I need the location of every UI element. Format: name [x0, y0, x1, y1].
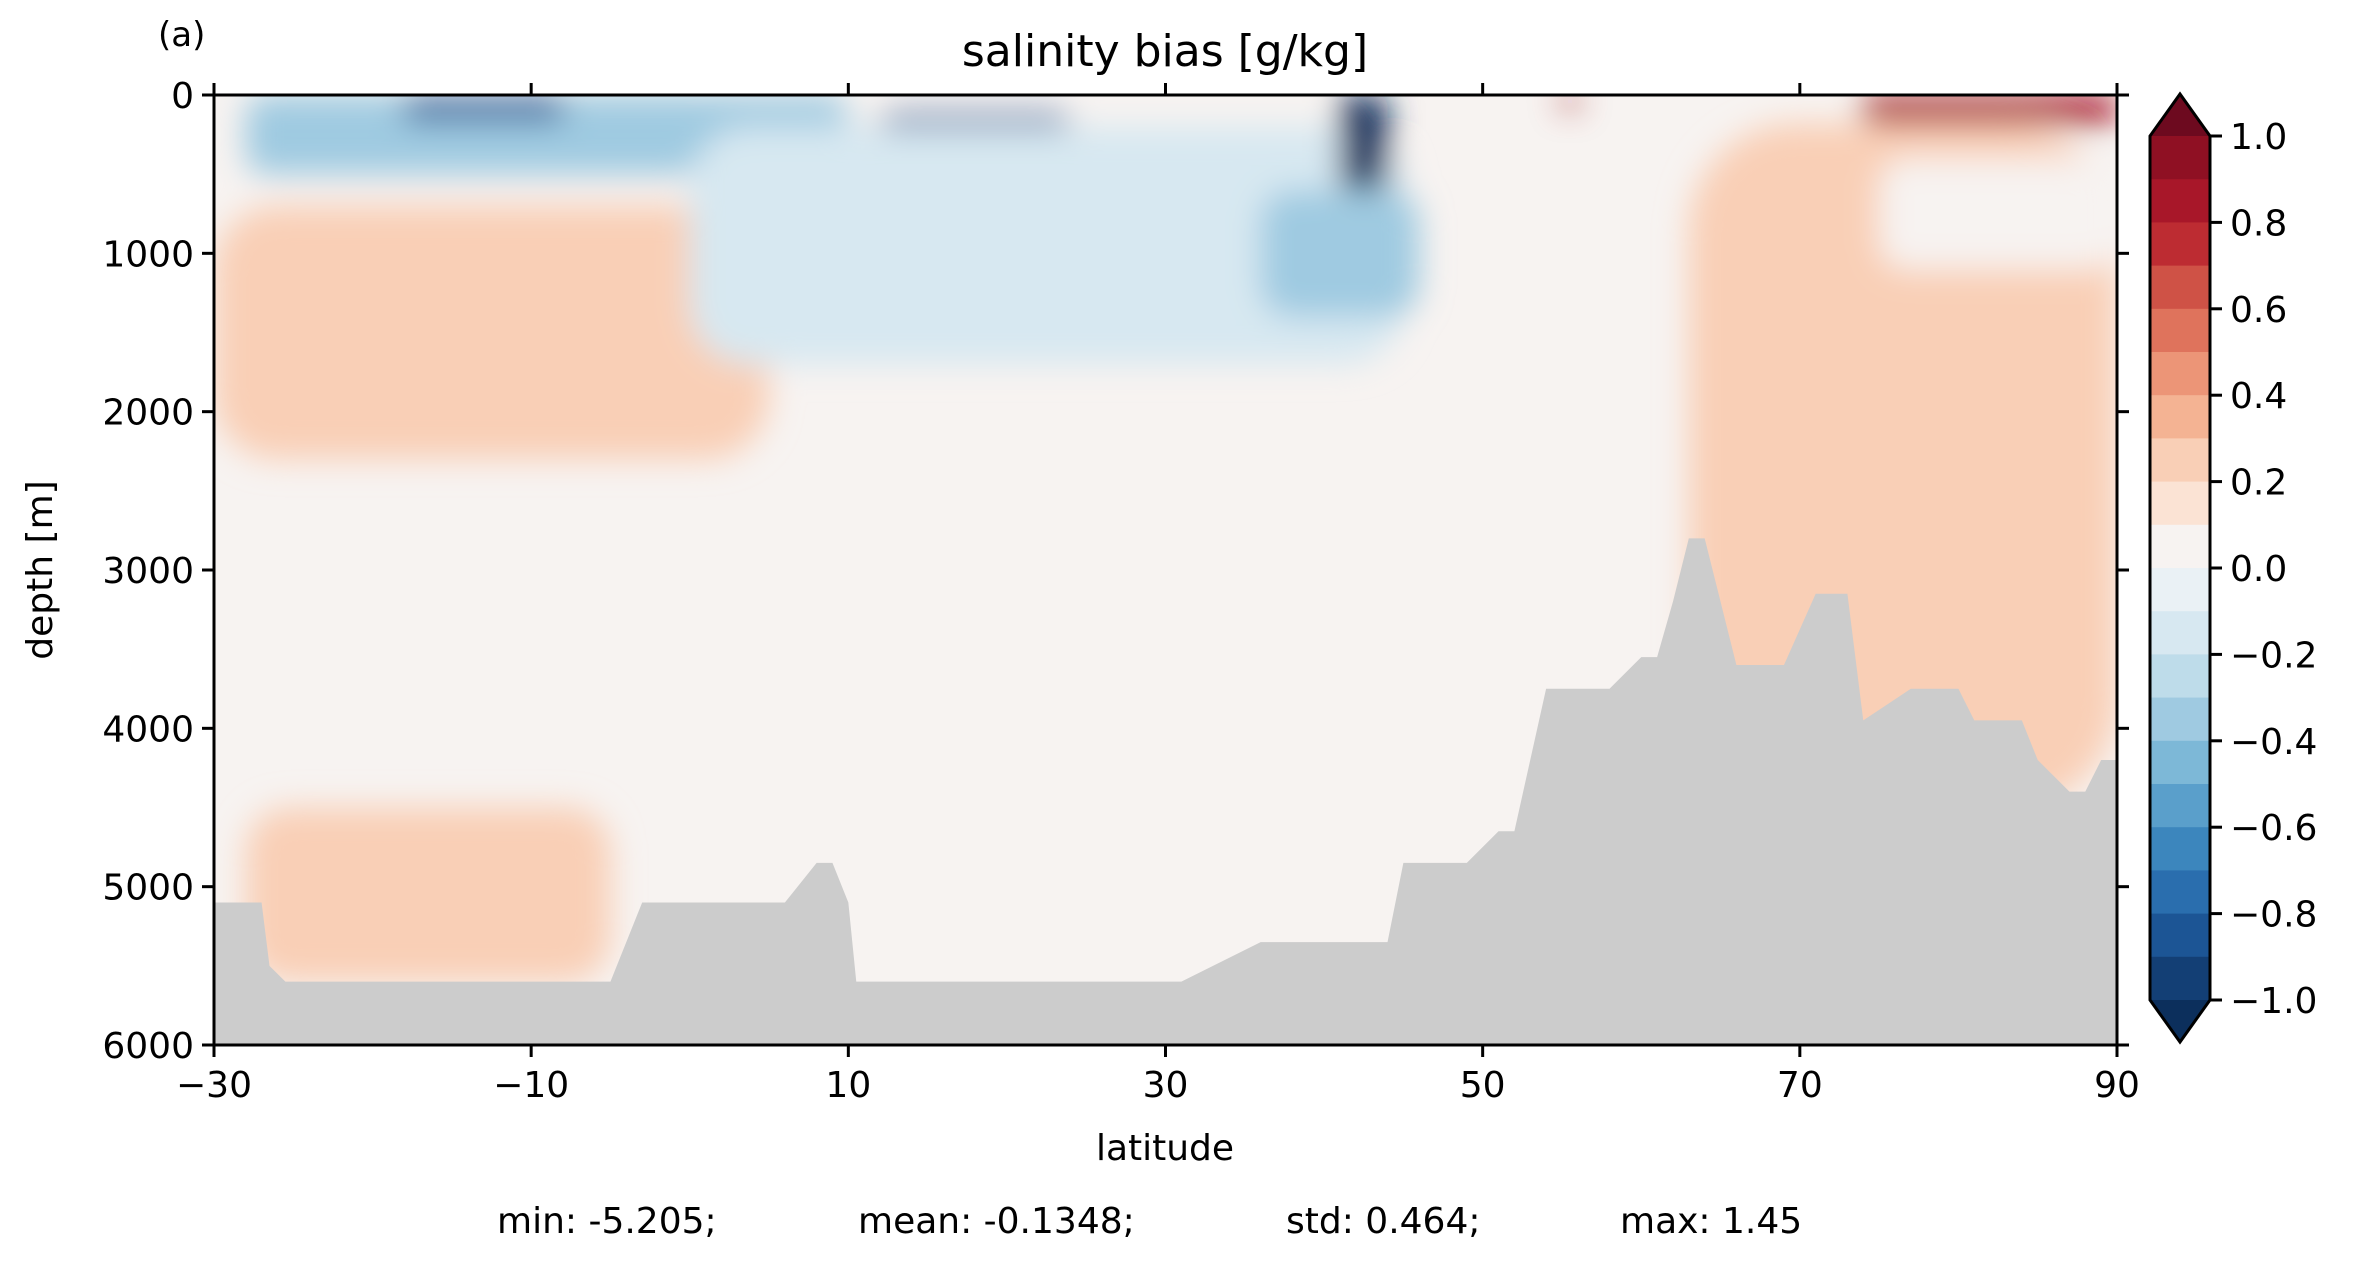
colorbar-level — [2150, 611, 2210, 655]
colorbar-tick-label: −0.6 — [2230, 808, 2317, 849]
chart-title: salinity bias [g/kg] — [962, 26, 1368, 77]
x-tick-label: −30 — [176, 1065, 252, 1106]
salinity-region — [1879, 158, 2117, 270]
plot-area — [214, 95, 2117, 1045]
colorbar-level — [2150, 827, 2210, 871]
colorbar-level — [2150, 654, 2210, 699]
y-tick-label: 0 — [171, 76, 194, 117]
salinity-region — [1863, 95, 2117, 124]
x-axis: −30 −10 10 30 50 70 90 — [176, 83, 2140, 1106]
colorbar-tick-label: −0.4 — [2230, 722, 2317, 763]
colorbar-level — [2150, 870, 2210, 915]
colorbar-level — [2150, 222, 2210, 267]
colorbar-level — [2150, 179, 2210, 223]
x-tick-label: 70 — [1777, 1065, 1823, 1106]
colorbar-level — [2150, 395, 2210, 439]
stats-line: min: -5.205; mean: -0.1348; std: 0.464; … — [497, 1201, 1802, 1242]
y-tick-label: 4000 — [102, 709, 194, 750]
colorbar-tick-label: 0.8 — [2230, 203, 2287, 244]
y-tick-label: 6000 — [102, 1026, 194, 1067]
colorbar-level — [2150, 438, 2210, 483]
colorbar-level — [2150, 784, 2210, 828]
colorbar-level — [2150, 740, 2210, 785]
colorbar-tick-label: 0.0 — [2230, 549, 2287, 590]
salinity-region — [214, 205, 770, 460]
colorbar-level — [2150, 956, 2210, 1001]
colorbar-level — [2150, 697, 2210, 742]
colorbar-level — [2150, 913, 2210, 958]
y-tick-label: 3000 — [102, 551, 194, 592]
salinity-region — [689, 126, 1404, 365]
colorbar-tick-label: −1.0 — [2230, 981, 2317, 1022]
salinity-region — [404, 98, 563, 121]
y-tick-label: 2000 — [102, 393, 194, 434]
salinity-region — [245, 807, 611, 982]
colorbar-level — [2150, 265, 2210, 310]
colorbar-tick-label: −0.2 — [2230, 635, 2317, 676]
salinity-region — [1688, 123, 2117, 808]
y-axis: 0 1000 2000 3000 4000 5000 6000 — [102, 76, 2129, 1067]
panel-label: (a) — [158, 15, 205, 55]
colorbar-tick-label: 1.0 — [2230, 117, 2287, 158]
colorbar-over-arrow — [2150, 94, 2210, 136]
colorbar-level — [2150, 524, 2210, 569]
x-tick-label: −10 — [493, 1065, 569, 1106]
stats-min: min: -5.205; — [497, 1201, 717, 1242]
x-tick-label: 30 — [1143, 1065, 1189, 1106]
salinity-region — [1561, 95, 1578, 108]
colorbar-level — [2150, 308, 2210, 353]
colorbar-tick-label: −0.8 — [2230, 895, 2317, 936]
stats-max: max: 1.45 — [1620, 1201, 1802, 1242]
colorbar-tick-label: 0.4 — [2230, 376, 2287, 417]
bathymetry-fill — [214, 538, 2117, 1045]
stats-mean: mean: -0.1348; — [858, 1201, 1135, 1242]
colorbar-tick-label: 0.2 — [2230, 463, 2287, 504]
salinity-field — [214, 95, 2117, 982]
colorbar-level — [2150, 136, 2210, 180]
x-tick-label: 10 — [825, 1065, 871, 1106]
colorbar-under-arrow — [2150, 1000, 2210, 1042]
colorbar-tick-label: 0.6 — [2230, 290, 2287, 331]
colorbar-level — [2150, 568, 2210, 612]
x-axis-label: latitude — [1096, 1128, 1234, 1169]
y-tick-label: 1000 — [102, 234, 194, 275]
x-tick-label: 50 — [1460, 1065, 1506, 1106]
colorbar-level — [2150, 481, 2210, 526]
x-tick-label: 90 — [2094, 1065, 2140, 1106]
y-tick-label: 5000 — [102, 868, 194, 909]
salinity-region — [1339, 95, 1388, 190]
salinity-region — [245, 95, 849, 175]
colorbar: 1.0 0.8 0.6 0.4 0.2 0.0 −0.2 −0.4 −0.6 −0.8 −1.0 — [2148, 91, 2317, 1045]
y-axis-label: depth [m] — [20, 480, 61, 659]
colorbar-level — [2150, 352, 2210, 396]
salinity-region — [1260, 190, 1420, 317]
stats-std: std: 0.464; — [1286, 1201, 1480, 1242]
